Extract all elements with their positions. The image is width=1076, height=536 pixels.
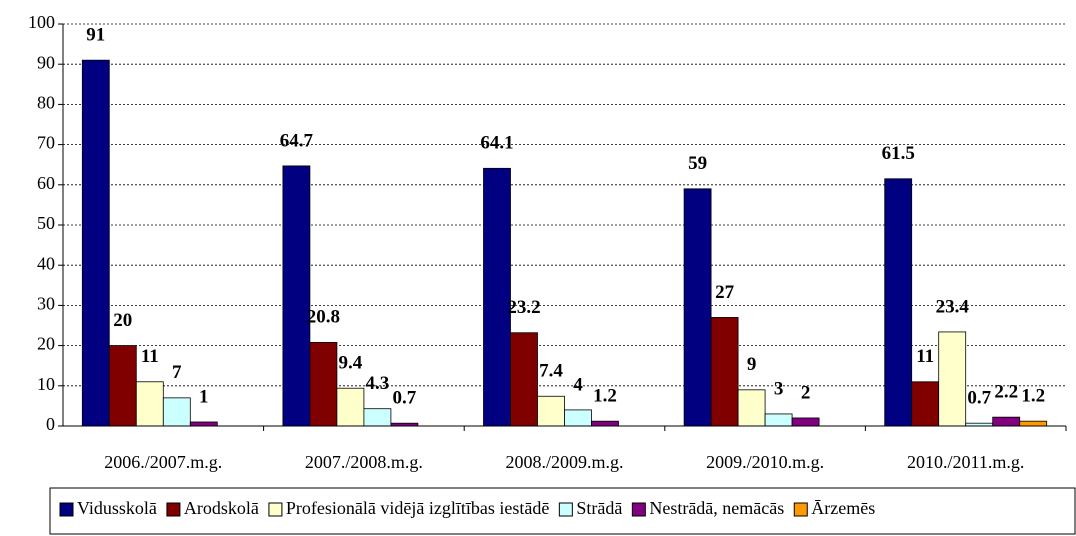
bar xyxy=(992,416,1021,427)
data-label: 0.7 xyxy=(393,388,417,409)
legend-swatch xyxy=(166,502,181,517)
data-label: 3 xyxy=(774,378,784,399)
bar xyxy=(162,397,191,427)
y-tick-label: 20 xyxy=(37,334,55,354)
legend-swatch xyxy=(793,502,808,517)
y-tick-label: 70 xyxy=(37,133,55,153)
legend-swatch xyxy=(558,502,573,517)
y-tick-label: 0 xyxy=(46,414,55,434)
x-tick-label: 2009./2010.m.g. xyxy=(706,452,824,472)
bar xyxy=(884,178,913,427)
data-label: 4.3 xyxy=(366,373,390,394)
data-label: 59 xyxy=(688,153,707,174)
bar xyxy=(336,387,365,427)
data-label: 64.1 xyxy=(480,133,513,154)
data-label: 91 xyxy=(86,25,105,46)
data-label: 7 xyxy=(172,362,182,383)
legend-swatch xyxy=(59,502,74,517)
bar xyxy=(1019,420,1048,427)
data-label: 7.4 xyxy=(539,361,563,382)
data-label: 23.4 xyxy=(936,296,970,317)
data-label: 9 xyxy=(747,354,757,375)
y-tick-label: 50 xyxy=(37,213,55,233)
legend-label: Nestrādā, nemācās xyxy=(649,498,784,518)
legend-swatch xyxy=(268,502,283,517)
data-label: 2 xyxy=(801,382,811,403)
y-tick-label: 100 xyxy=(28,12,55,32)
data-label: 23.2 xyxy=(507,297,540,318)
bar xyxy=(189,421,218,427)
data-label: 11 xyxy=(916,346,934,367)
bar xyxy=(282,165,311,427)
bar xyxy=(938,331,967,427)
data-label: 1.2 xyxy=(593,386,617,407)
data-label: 4 xyxy=(573,374,583,395)
bar xyxy=(81,59,110,427)
data-label: 1.2 xyxy=(1021,386,1045,407)
data-label: 61.5 xyxy=(882,143,915,164)
legend-label: Arodskolā xyxy=(184,498,259,518)
bar xyxy=(108,345,137,427)
data-label: 11 xyxy=(141,346,159,367)
x-tick-label: 2006./2007.m.g. xyxy=(104,452,222,472)
bar xyxy=(737,389,766,427)
legend-label: Ārzemēs xyxy=(811,498,875,518)
x-tick-label: 2010./2011.m.g. xyxy=(907,452,1024,472)
y-tick-label: 80 xyxy=(37,93,55,113)
bar xyxy=(363,408,392,427)
bar xyxy=(710,317,739,427)
y-tick-label: 90 xyxy=(37,52,55,72)
bar xyxy=(683,188,712,427)
data-label: 1 xyxy=(199,386,209,407)
legend-swatch xyxy=(631,502,646,517)
data-label: 27 xyxy=(715,282,735,303)
bar xyxy=(564,409,592,427)
legend-label: Strādā xyxy=(576,498,622,518)
data-label: 20 xyxy=(113,310,132,331)
bar xyxy=(764,413,793,427)
bar xyxy=(135,381,164,427)
bar xyxy=(791,417,820,427)
bar xyxy=(309,341,338,427)
bar xyxy=(591,420,619,427)
bar xyxy=(510,332,538,427)
x-tick-label: 2007./2008.m.g. xyxy=(305,452,423,472)
bar xyxy=(911,381,940,427)
data-label: 2.2 xyxy=(994,382,1018,403)
legend-label: Vidusskolā xyxy=(77,498,157,518)
legend-box xyxy=(49,487,1076,535)
x-tick-label: 2008./2009.m.g. xyxy=(505,452,623,472)
y-tick-label: 10 xyxy=(37,374,55,394)
data-label: 64.7 xyxy=(280,130,314,151)
y-tick-label: 40 xyxy=(37,253,55,273)
data-label: 9.4 xyxy=(339,353,363,374)
data-label: 20.8 xyxy=(307,307,340,328)
y-tick-label: 60 xyxy=(37,173,55,193)
data-label: 0.7 xyxy=(967,388,991,409)
legend-label: Profesionālā vidējā izglītības iestādē xyxy=(286,498,549,518)
y-tick-label: 30 xyxy=(37,294,55,314)
bar xyxy=(537,395,565,427)
